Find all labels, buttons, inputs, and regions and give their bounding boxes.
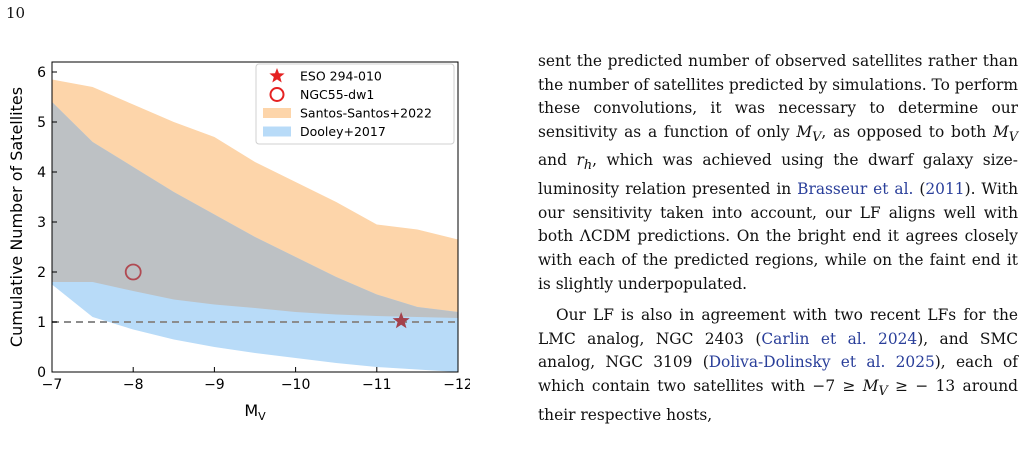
legend-dooley-swatch — [263, 126, 291, 137]
plot-frame — [51, 61, 459, 373]
plot-area — [52, 79, 458, 372]
y-tick-label: 1 — [37, 315, 46, 331]
paragraph-1: sent the predicted number of observed sa… — [538, 52, 1018, 293]
page-number: 10 — [6, 4, 26, 22]
body-text-column: sent the predicted number of observed sa… — [538, 50, 1018, 427]
luminosity-function-figure: −7 −8 −9 −10 −11 −12 0 1 2 3 4 5 6 MV Cumulative Numbe… — [7, 61, 470, 423]
legend-label: Santos-Santos+2022 — [300, 106, 432, 121]
paragraph-2: Our LF is also in agreement with two rec… — [538, 306, 1018, 424]
citation-link[interactable]: Brasseur et al. — [797, 180, 914, 199]
legend-star-icon — [269, 68, 285, 83]
x-tick-label: −8 — [123, 377, 144, 393]
legend-circle-icon — [269, 87, 285, 102]
citation-link[interactable]: Doliva-Dolinsky et al. 2025 — [708, 353, 935, 372]
x-tick-label: −10 — [281, 377, 311, 393]
ngc55-dw1-point — [124, 263, 142, 281]
legend-santos-swatch — [263, 108, 291, 118]
eso-294-010-point — [392, 312, 410, 329]
legend-label: ESO 294-010 — [300, 69, 382, 84]
x-tick-label: −11 — [362, 377, 392, 393]
y-tick-label: 6 — [37, 65, 46, 81]
x-axis-label: MV — [244, 401, 266, 423]
legend-label: Dooley+2017 — [300, 124, 386, 139]
y-tick-label: 2 — [37, 265, 46, 281]
y-tick-label: 0 — [37, 365, 46, 381]
legend-box — [255, 63, 455, 145]
legend-label: NGC55-dw1 — [300, 87, 374, 102]
overlap-band — [52, 102, 458, 318]
y-tick-label: 3 — [37, 215, 46, 231]
x-tick-label: −7 — [42, 377, 63, 393]
y-tick-label: 4 — [37, 165, 46, 181]
x-tick-label: −9 — [204, 377, 225, 393]
citation-link[interactable]: Carlin et al. 2024 — [761, 329, 918, 348]
y-tick-label: 5 — [37, 115, 46, 131]
citation-link[interactable]: 2011 — [925, 180, 965, 199]
legend: ESO 294-010 NGC55-dw1 Santos-Santos+2022 Do… — [255, 63, 455, 145]
axes: −7 −8 −9 −10 −11 −12 0 1 2 3 4 5 6 MV Cumulative Numbe… — [7, 61, 470, 423]
x-tick-label: −12 — [443, 377, 470, 393]
y-axis-label: Cumulative Number of Satellites — [7, 87, 26, 347]
